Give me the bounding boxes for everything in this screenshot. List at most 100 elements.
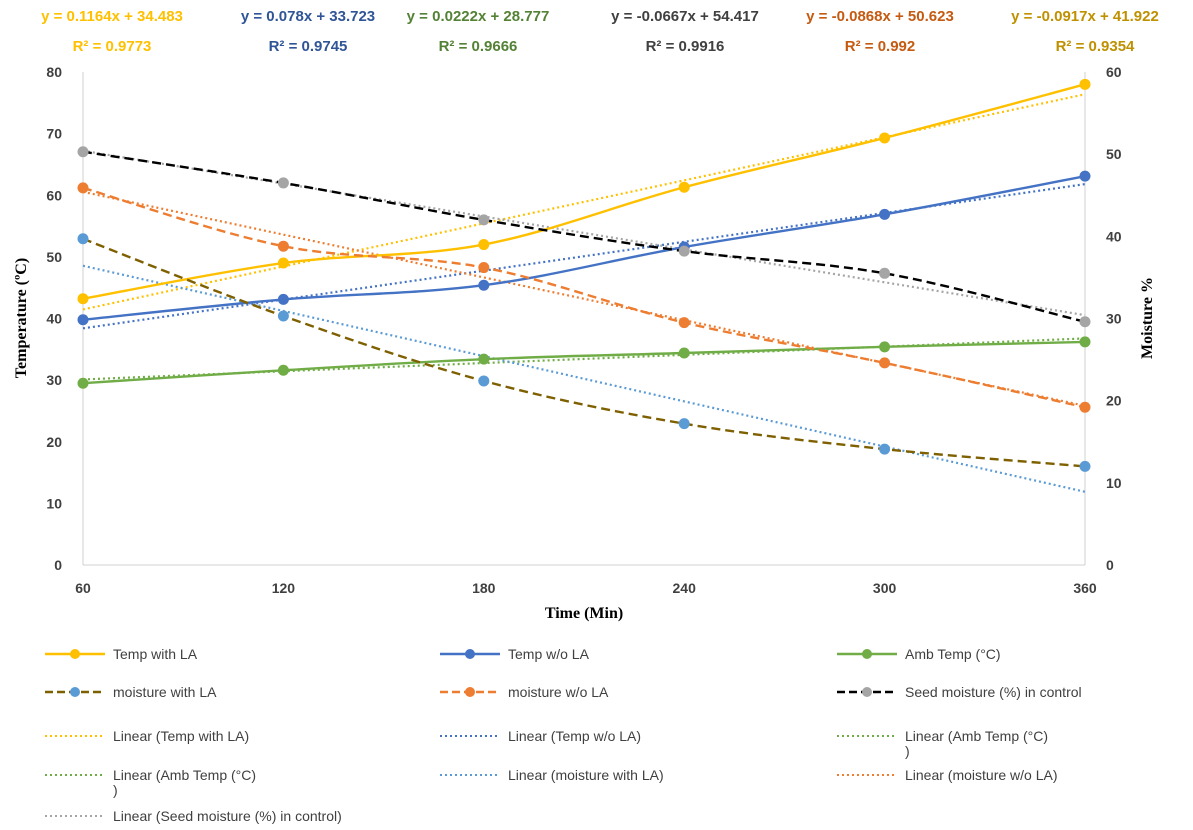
legend-marker-2: [862, 649, 872, 659]
data-point-4-5: [1079, 401, 1091, 413]
r-squared-2: R² = 0.9666: [439, 38, 518, 55]
left-tick-label: 40: [46, 311, 62, 327]
x-tick-label: 300: [873, 580, 897, 596]
legend-label-11: Linear (moisture w/o LA): [905, 767, 1058, 783]
left-tick-label: 0: [54, 557, 62, 573]
trendline-6: [82, 149, 1086, 317]
left-tick-label: 80: [46, 64, 62, 80]
legend-label-6: Linear (Temp with LA): [113, 728, 249, 744]
equation-5: y = -0.0917x + 41.922: [1011, 8, 1159, 25]
equation-0: y = 0.1164x + 34.483: [41, 8, 183, 25]
data-point-2-3: [678, 347, 690, 359]
data-point-4-4: [879, 357, 891, 369]
right-y-axis-title: Moisture %: [1139, 277, 1156, 359]
equation-1: y = 0.078x + 33.723: [241, 8, 375, 25]
legend-label-2: Amb Temp (°C): [905, 646, 1001, 662]
chart-axes: [82, 72, 1086, 566]
data-point-1-0: [77, 314, 89, 326]
data-point-2-2: [478, 353, 490, 365]
data-point-2-4: [879, 341, 891, 353]
r-squared-0: R² = 0.9773: [73, 38, 152, 55]
legend-label-10: Linear (moisture with LA): [508, 767, 664, 783]
left-tick-label: 10: [46, 495, 62, 511]
data-point-5-5: [1079, 316, 1091, 328]
data-point-0-1: [277, 257, 289, 269]
legend-label-8: ): [905, 743, 910, 759]
data-point-2-5: [1079, 336, 1091, 348]
data-point-0-3: [678, 181, 690, 193]
series-line-1: [82, 174, 1086, 321]
legend-marker-1: [465, 649, 475, 659]
x-tick-labels: 60 120 180 240 300 360: [75, 580, 1097, 596]
data-point-5-4: [879, 267, 891, 279]
equation-4: y = -0.0868x + 50.623: [806, 8, 954, 25]
r-squared-1: R² = 0.9745: [269, 38, 348, 55]
series-line-2: [82, 340, 1086, 385]
data-point-1-5: [1079, 170, 1091, 182]
left-tick-label: 30: [46, 372, 62, 388]
left-tick-label: 70: [46, 126, 62, 142]
data-series: [82, 83, 1086, 468]
data-point-2-0: [77, 377, 89, 389]
x-tick-label: 240: [673, 580, 697, 596]
right-tick-label: 30: [1106, 311, 1122, 327]
data-point-5-0: [77, 146, 89, 158]
right-tick-label: 50: [1106, 146, 1122, 162]
data-point-1-1: [277, 293, 289, 305]
left-tick-label: 50: [46, 249, 62, 265]
left-y-tick-labels: 0 10 20 30 40 50 60 70 80: [46, 64, 62, 573]
trendline-1: [82, 183, 1086, 330]
legend-marker-5: [862, 687, 872, 697]
right-y-tick-labels: 0 10 20 30 40 50 60: [1106, 64, 1122, 573]
legend-label-8: Linear (Amb Temp (°C): [905, 728, 1048, 744]
left-tick-label: 60: [46, 187, 62, 203]
series-line-3: [82, 237, 1086, 468]
right-tick-label: 60: [1106, 64, 1122, 80]
data-point-5-2: [478, 214, 490, 226]
equation-3: y = -0.0667x + 54.417: [611, 8, 759, 25]
data-point-2-1: [277, 364, 289, 376]
left-tick-label: 20: [46, 434, 62, 450]
right-tick-label: 0: [1106, 557, 1114, 573]
trendline-5: [82, 190, 1086, 407]
data-point-4-0: [77, 182, 89, 194]
data-point-4-3: [678, 317, 690, 329]
right-tick-label: 20: [1106, 393, 1122, 409]
r-squared-5: R² = 0.9354: [1056, 38, 1135, 55]
legend-label-7: Linear (Temp w/o LA): [508, 728, 641, 744]
data-point-4-2: [478, 262, 490, 274]
x-tick-label: 180: [472, 580, 496, 596]
data-point-4-1: [277, 240, 289, 252]
x-tick-label: 360: [1073, 580, 1097, 596]
x-tick-label: 120: [272, 580, 296, 596]
data-point-3-4: [879, 443, 891, 455]
legend-marker-0: [70, 649, 80, 659]
legend-label-1: Temp w/o LA: [508, 646, 590, 662]
data-point-3-2: [478, 375, 490, 387]
trendlines: [82, 93, 1086, 493]
legend-label-9: Linear (Amb Temp (°C): [113, 767, 256, 783]
equation-2: y = 0.0222x + 28.777: [407, 8, 550, 25]
legend: Temp with LA Temp w/o LA Amb Temp (°C) mois…: [45, 646, 1082, 824]
legend-marker-4: [465, 687, 475, 697]
legend-label-4: moisture w/o LA: [508, 684, 609, 700]
left-y-axis-title: Temperature (ºC): [13, 258, 30, 378]
legend-label-9: ): [113, 782, 118, 798]
series-line-0: [82, 83, 1086, 300]
data-point-3-5: [1079, 460, 1091, 472]
x-tick-label: 60: [75, 580, 91, 596]
trendline-4: [82, 264, 1086, 493]
data-point-1-2: [478, 279, 490, 291]
legend-label-5: Seed moisture (%) in control: [905, 684, 1082, 700]
r-squared-4: R² = 0.992: [845, 38, 915, 55]
right-tick-label: 40: [1106, 228, 1122, 244]
data-markers: [77, 78, 1091, 472]
r-squared-3: R² = 0.9916: [646, 38, 725, 55]
series-line-5: [82, 150, 1086, 323]
series-line-4: [82, 186, 1086, 409]
x-axis-title: Time (Min): [545, 605, 623, 622]
trendline-equations: y = 0.1164x + 34.483 R² = 0.9773 y = 0.078…: [41, 8, 1159, 55]
data-point-3-3: [678, 418, 690, 430]
data-point-5-3: [678, 245, 690, 257]
